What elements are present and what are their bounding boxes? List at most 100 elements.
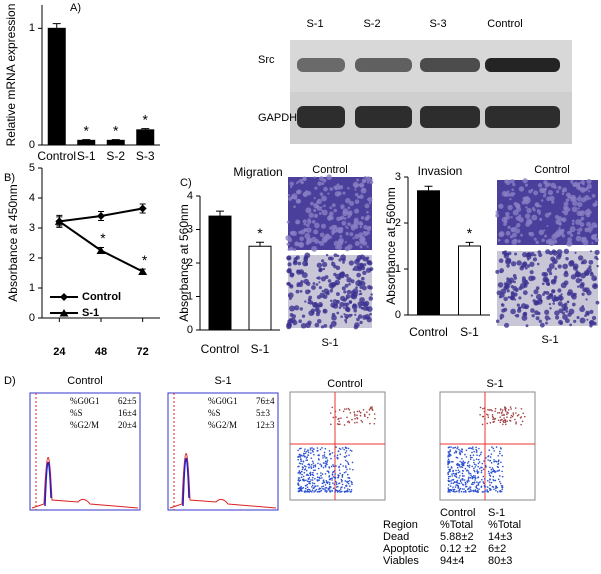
table-cell: Dead: [383, 531, 409, 543]
event: [328, 466, 330, 468]
significance: *: [143, 111, 149, 127]
cell: [573, 183, 576, 187]
cell: [529, 231, 535, 237]
cell: [326, 174, 332, 181]
cell: [344, 283, 349, 288]
cell: [329, 289, 333, 293]
event: [473, 463, 476, 466]
event: [476, 491, 478, 493]
cell: [333, 253, 338, 258]
cell: [570, 179, 574, 184]
event: [331, 490, 334, 492]
cell: [360, 216, 365, 220]
event: [494, 410, 496, 412]
event: [347, 480, 349, 483]
event: [307, 477, 310, 480]
event: [459, 450, 461, 452]
event: [330, 457, 332, 460]
event: [320, 464, 323, 467]
cell: [524, 266, 528, 270]
event: [347, 447, 350, 450]
event: [356, 410, 359, 413]
cell: [500, 288, 507, 295]
event: [338, 465, 340, 468]
event: [302, 486, 305, 489]
cell: [551, 280, 554, 283]
event: [475, 464, 477, 466]
cell: [323, 324, 328, 328]
event: [483, 484, 486, 487]
cell: [544, 315, 550, 320]
cell: [582, 182, 585, 186]
event: [469, 488, 472, 490]
event: [325, 486, 328, 489]
cell: [286, 281, 291, 286]
event: [329, 489, 331, 492]
cell: [573, 319, 577, 323]
event: [483, 410, 486, 413]
event: [491, 467, 494, 469]
event: [510, 414, 513, 417]
cell: [572, 302, 576, 307]
event: [340, 486, 342, 489]
cell: [509, 192, 515, 197]
bar: [47, 27, 66, 146]
error-bar: [256, 241, 264, 247]
x-tick-label: 24: [53, 346, 66, 358]
cell: [332, 305, 335, 308]
event: [327, 488, 330, 491]
cell: [553, 185, 557, 189]
cell: [512, 182, 516, 187]
y-tick-label: 5: [29, 162, 35, 174]
event: [473, 450, 476, 453]
cell: [553, 294, 557, 298]
cell: [296, 269, 302, 275]
cell: [535, 203, 540, 208]
event: [308, 464, 311, 466]
event: [489, 466, 491, 469]
cell: [286, 242, 290, 246]
cell: [546, 224, 549, 228]
event: [489, 422, 492, 424]
event: [305, 479, 307, 482]
cell: [342, 261, 345, 264]
blot-band: [355, 58, 412, 72]
cell: [320, 276, 326, 282]
event: [336, 456, 338, 459]
event: [447, 487, 450, 489]
x-tick-label: S-1: [251, 342, 270, 356]
cell: [366, 176, 372, 182]
event: [304, 485, 307, 487]
event: [335, 483, 338, 486]
event: [490, 481, 493, 484]
event: [456, 466, 459, 469]
table-cell: 94±4: [440, 555, 464, 567]
event: [336, 485, 339, 488]
event: [356, 414, 358, 416]
cell: [505, 230, 511, 236]
event: [470, 447, 472, 450]
event: [347, 407, 350, 410]
event: [461, 469, 464, 472]
event: [481, 491, 484, 493]
cell: [522, 312, 528, 317]
cell: [306, 191, 312, 196]
cell: [575, 219, 582, 226]
event: [344, 459, 347, 462]
event: [454, 450, 457, 452]
cell: [551, 258, 558, 265]
event: [458, 482, 461, 485]
cell: [319, 232, 325, 238]
cell: [290, 231, 294, 235]
event: [495, 460, 498, 463]
event: [509, 416, 512, 419]
chart-title: Invasion: [418, 164, 463, 178]
cell: [551, 296, 557, 302]
event: [487, 470, 490, 473]
cell: [341, 220, 347, 226]
cell: [362, 241, 368, 246]
cell: [286, 255, 292, 261]
event: [457, 482, 459, 485]
event: [482, 407, 484, 410]
cell: [495, 269, 500, 274]
